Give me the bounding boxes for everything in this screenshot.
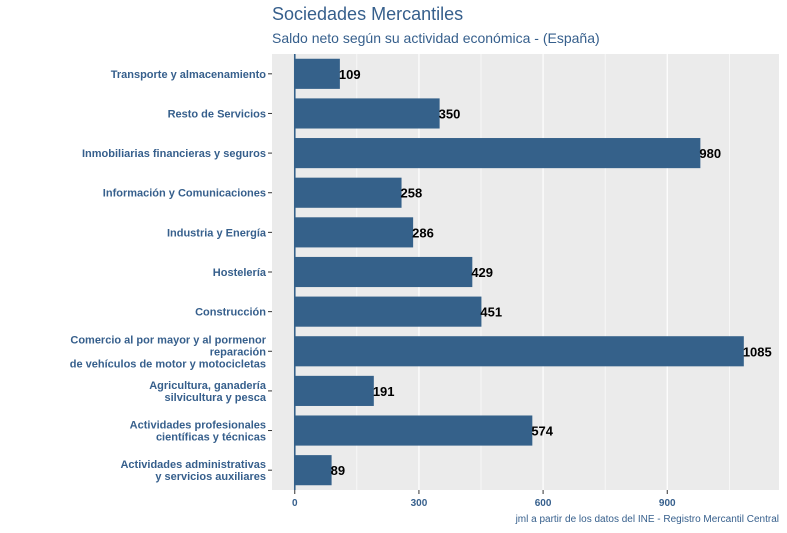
category-label: Agricultura, ganadería silvicultura y pes…: [149, 380, 267, 404]
category-label: Actividades profesionales científicas y t…: [130, 420, 266, 444]
data-label: 191: [373, 384, 395, 399]
category-label-line: Comercio al por mayor y al pormenor: [70, 334, 266, 346]
category-label: Información y Comunicaciones: [103, 188, 266, 200]
data-label: 350: [439, 106, 461, 121]
data-label: 286: [412, 225, 434, 240]
category-label: Industria y Energía: [167, 227, 267, 239]
x-tick-label: 900: [659, 498, 676, 509]
bar: [294, 415, 533, 446]
category-label-line: Agricultura, ganadería: [149, 380, 267, 392]
chart-caption: jml a partir de los datos del INE - Regi…: [515, 514, 779, 525]
bar: [294, 336, 744, 367]
data-label: 258: [401, 186, 423, 201]
category-label: Actividades administrativas y servicios a…: [120, 459, 266, 483]
category-label: Resto de Servicios: [168, 108, 266, 120]
x-tick-label: 0: [292, 498, 298, 509]
bars: [294, 58, 744, 486]
category-label-line: de vehículos de motor y motocicletas: [70, 358, 266, 370]
x-tick-label: 300: [411, 498, 428, 509]
x-axis-ticks: 0 300 600 900: [292, 490, 676, 509]
category-label: Comercio al por mayor y al pormenor repar…: [70, 334, 267, 370]
category-label: Transporte y almacenamiento: [111, 69, 267, 81]
data-label: 451: [480, 305, 502, 320]
category-label-line: reparación: [210, 346, 267, 358]
category-label-line: Construcción: [195, 307, 266, 319]
bar: [294, 177, 402, 208]
category-label-line: y servicios auxiliares: [155, 471, 266, 483]
bar: [294, 375, 374, 406]
category-label-line: Actividades profesionales: [130, 420, 266, 432]
category-label-line: Actividades administrativas: [120, 459, 266, 471]
bar: [294, 58, 340, 89]
category-label: Construcción: [195, 307, 266, 319]
category-label: Inmobiliarias financieras y seguros: [82, 148, 266, 160]
bar: [294, 296, 482, 327]
category-label-line: Industria y Energía: [167, 227, 267, 239]
category-label-line: Transporte y almacenamiento: [111, 69, 267, 81]
data-label: 980: [699, 146, 721, 161]
category-label-line: Inmobiliarias financieras y seguros: [82, 148, 266, 160]
chart-title: Sociedades Mercantiles: [272, 4, 464, 24]
bar: [294, 256, 473, 288]
y-axis-labels: Transporte y almacenamiento Resto de Serv…: [70, 69, 272, 483]
data-label: 574: [531, 424, 553, 439]
category-label-line: silvicultura y pesca: [165, 392, 267, 404]
data-labels: 109 350 980 258 286 429 451 1085 191 574 89: [331, 67, 772, 478]
bar: [294, 455, 332, 486]
x-tick-label: 600: [535, 498, 552, 509]
category-label-line: Resto de Servicios: [168, 108, 266, 120]
bar: [294, 138, 701, 169]
data-label: 429: [471, 265, 493, 280]
category-label: Hostelería: [213, 267, 267, 279]
data-label: 89: [331, 463, 345, 478]
bar: [294, 98, 440, 129]
data-label: 109: [339, 67, 361, 82]
category-label-line: científicas y técnicas: [156, 432, 266, 444]
category-label-line: Información y Comunicaciones: [103, 188, 266, 200]
bar: [294, 217, 414, 248]
chart-subtitle: Saldo neto según su actividad económica …: [272, 30, 600, 46]
data-label: 1085: [743, 344, 772, 359]
category-label-line: Hostelería: [213, 267, 267, 279]
